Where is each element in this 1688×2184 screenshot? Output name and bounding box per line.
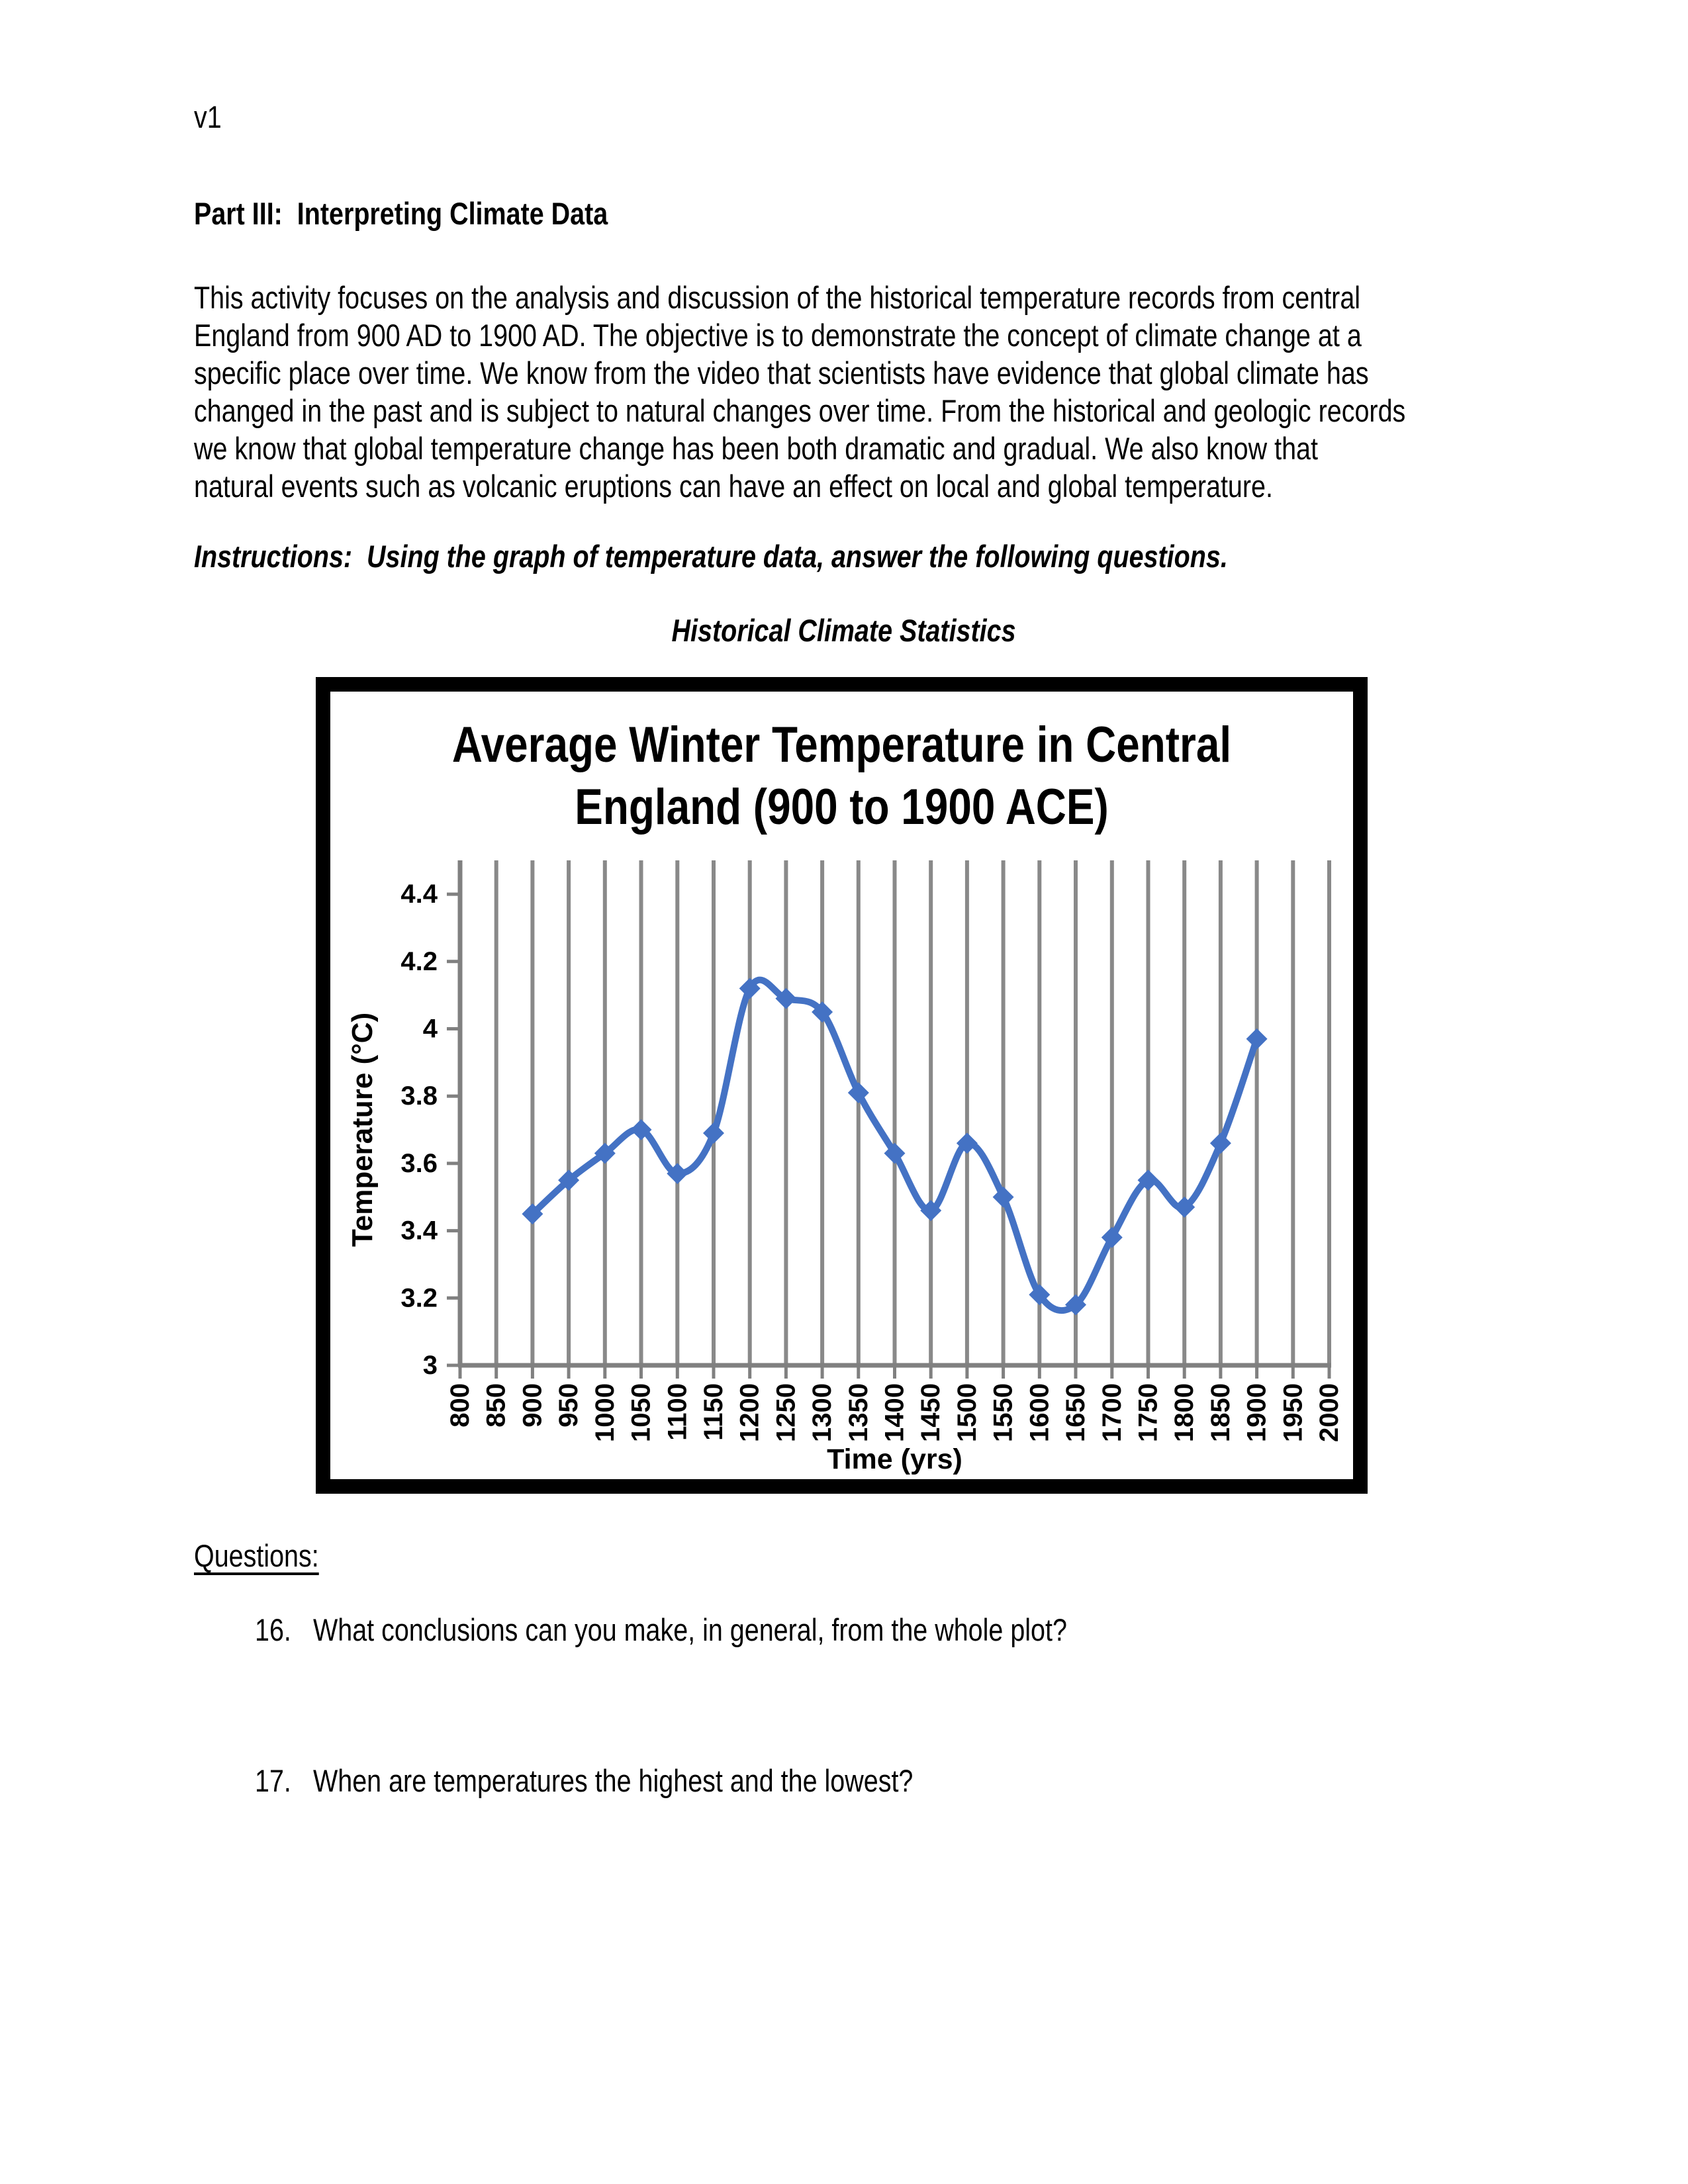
svg-text:3: 3 — [423, 1351, 438, 1380]
svg-text:850: 850 — [482, 1383, 511, 1428]
svg-text:1250: 1250 — [771, 1383, 800, 1442]
question-item-16: 16. What conclusions can you make, in ge… — [255, 1611, 1211, 1649]
line-chart: 800 850 900 950 1000 1050 1100 1150 1200 1250 1300… — [400, 860, 1344, 1442]
svg-text:4: 4 — [423, 1015, 438, 1044]
svg-text:1700: 1700 — [1098, 1383, 1127, 1442]
figure-heading: Historical Climate Statistics — [671, 613, 1017, 648]
paragraph-line: changed in the past and is subject to na… — [194, 393, 1406, 428]
svg-text:1500: 1500 — [953, 1383, 982, 1442]
paragraph-line: This activity focuses on the analysis an… — [194, 280, 1361, 315]
svg-text:900: 900 — [518, 1383, 547, 1428]
question-number: 16. — [255, 1612, 291, 1647]
svg-text:1550: 1550 — [989, 1383, 1018, 1442]
svg-text:1050: 1050 — [627, 1383, 656, 1442]
svg-text:1800: 1800 — [1170, 1383, 1199, 1442]
instructions-line: Instructions: Using the graph of tempera… — [194, 539, 1228, 574]
svg-text:3.2: 3.2 — [400, 1283, 438, 1312]
svg-text:1300: 1300 — [808, 1383, 837, 1442]
svg-text:1400: 1400 — [880, 1383, 910, 1442]
version-label: v1 — [194, 99, 222, 134]
svg-text:1100: 1100 — [663, 1383, 692, 1441]
svg-text:3.4: 3.4 — [400, 1216, 438, 1246]
paragraph-line: England from 900 AD to 1900 AD. The obje… — [194, 318, 1362, 353]
svg-text:1950: 1950 — [1278, 1383, 1307, 1442]
svg-text:950: 950 — [554, 1383, 583, 1428]
svg-text:1200: 1200 — [735, 1383, 765, 1442]
svg-text:1900: 1900 — [1243, 1383, 1272, 1442]
question-item-17: 17. When are temperatures the highest an… — [255, 1762, 1027, 1799]
svg-text:800: 800 — [445, 1383, 475, 1428]
part-heading: Part III: Interpreting Climate Data — [194, 196, 608, 231]
svg-text:1650: 1650 — [1061, 1383, 1090, 1442]
svg-text:4.4: 4.4 — [400, 880, 438, 909]
svg-text:1350: 1350 — [844, 1383, 873, 1442]
svg-text:1450: 1450 — [916, 1383, 945, 1442]
chart-title-wrap: Average Winter Temperature in Central En… — [330, 714, 1353, 839]
paragraph-line: specific place over time. We know from t… — [194, 355, 1369, 390]
question-number: 17. — [255, 1763, 291, 1798]
svg-text:4.2: 4.2 — [400, 947, 438, 976]
chart-frame: Average Winter Temperature in Central En… — [316, 677, 1368, 1494]
questions-heading: Questions: — [194, 1538, 319, 1573]
svg-text:3.8: 3.8 — [400, 1081, 438, 1111]
question-text: What conclusions can you make, in genera… — [313, 1612, 1067, 1647]
svg-text:1000: 1000 — [590, 1383, 620, 1442]
svg-text:2000: 2000 — [1315, 1383, 1344, 1442]
paragraph-line: natural events such as volcanic eruption… — [194, 469, 1273, 504]
svg-text:1850: 1850 — [1206, 1383, 1235, 1442]
x-axis-title: Time (yrs) — [827, 1443, 962, 1475]
question-text: When are temperatures the highest and th… — [313, 1763, 914, 1798]
svg-text:3.6: 3.6 — [400, 1149, 438, 1178]
paragraph-line: we know that global temperature change h… — [194, 431, 1318, 466]
figure-heading-wrap: Historical Climate Statistics — [0, 612, 1688, 649]
svg-text:1150: 1150 — [699, 1383, 728, 1441]
svg-text:1600: 1600 — [1025, 1383, 1054, 1442]
intro-paragraph: This activity focuses on the analysis an… — [194, 279, 1636, 505]
svg-text:1750: 1750 — [1134, 1383, 1163, 1442]
chart-title: Average Winter Temperature in Central En… — [451, 717, 1232, 835]
